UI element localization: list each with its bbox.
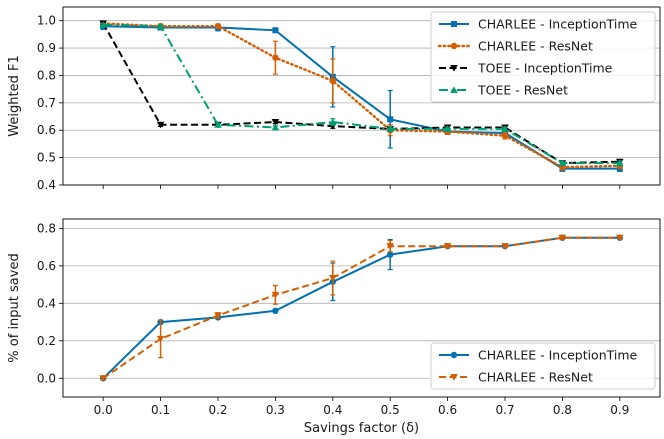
x-tick-label: 0.4	[323, 403, 342, 417]
x-tick-label: 0.3	[266, 403, 285, 417]
y-tick-label: 0.4	[37, 296, 56, 310]
data-point	[156, 22, 165, 30]
y-axis-label: % of input saved	[7, 253, 22, 362]
y-tick-label: 1.0	[37, 14, 56, 28]
data-point	[501, 125, 509, 132]
legend-entry: CHARLEE - InceptionTime	[439, 17, 638, 32]
data-point	[501, 243, 509, 250]
data-point	[272, 307, 279, 315]
legend-marker	[450, 374, 458, 381]
legend-label: CHARLEE - InceptionTime	[478, 348, 638, 363]
series-line	[102, 236, 620, 380]
legend-label: TOEE - InceptionTime	[477, 61, 613, 76]
legend-marker	[450, 86, 458, 93]
data-point	[156, 335, 165, 343]
legend-label: CHARLEE - ResNet	[478, 370, 593, 385]
y-tick-label: 0.6	[37, 259, 56, 273]
y-axis-label: Weighted F1	[7, 55, 22, 136]
legend: CHARLEE - InceptionTime CHARLEE - ResNet	[430, 342, 656, 390]
data-point	[558, 159, 567, 167]
legend-label: CHARLEE - InceptionTime	[478, 17, 638, 32]
data-point	[386, 243, 395, 250]
legend-marker	[450, 65, 458, 72]
series-line	[103, 23, 620, 165]
x-tick-label: 0.0	[94, 403, 113, 417]
data-point	[443, 125, 452, 132]
axes-frame	[62, 6, 661, 186]
data-point	[328, 275, 337, 282]
x-tick-label: 0.9	[610, 403, 629, 417]
data-point	[616, 234, 624, 242]
y-tick-label: 0.7	[37, 96, 56, 110]
legend-entry: CHARLEE - ResNet	[439, 370, 593, 385]
x-tick-label: 0.5	[381, 403, 400, 417]
data-point	[616, 159, 624, 167]
data-point	[387, 116, 394, 123]
data-point	[214, 22, 222, 30]
legend-label: CHARLEE - ResNet	[478, 39, 593, 54]
series-line	[102, 22, 621, 169]
data-point	[99, 21, 107, 28]
data-point	[558, 234, 567, 242]
x-tick-label: 0.1	[151, 403, 170, 417]
data-point	[272, 54, 279, 61]
y-tick-label: 0.5	[37, 151, 56, 165]
y-tick-label: 0.4	[37, 178, 56, 192]
data-point	[271, 119, 280, 126]
y-tick-label: 0.9	[37, 41, 56, 55]
legend-label: TOEE - ResNet	[477, 83, 568, 98]
legend-box	[430, 342, 656, 390]
data-point	[156, 121, 165, 129]
legend-box	[430, 11, 656, 103]
chart-panel-2: 0.0 0.2 0.4 0.6 0.8 0.0 0.1 0.2 0.3 0.4 0.5 0.6 0.7 0…	[7, 218, 661, 436]
legend-marker	[451, 21, 457, 27]
data-point	[501, 132, 509, 139]
legend: CHARLEE - InceptionTime CHARLEE - ResNet T…	[430, 11, 656, 103]
x-tick-label: 0.8	[553, 403, 572, 417]
y-tick-label: 0.6	[37, 123, 56, 137]
data-point	[271, 291, 280, 299]
data-point	[214, 312, 222, 320]
y-tick-label: 0.0	[37, 371, 56, 385]
series-4	[99, 21, 624, 167]
data-point	[271, 123, 280, 131]
x-tick-label: 0.6	[438, 403, 457, 417]
series-line	[102, 236, 620, 380]
chart-panel-1: 0.4 0.5 0.6 0.7 0.8 0.9 1.0 Weighted F1 CHARLEE …	[7, 6, 661, 192]
legend-entry: CHARLEE - InceptionTime	[439, 348, 638, 363]
data-point	[214, 121, 222, 128]
data-point	[386, 125, 395, 132]
legend-entry: CHARLEE - ResNet	[437, 39, 593, 54]
legend-entry: TOEE - InceptionTime	[439, 61, 613, 76]
axes-frame	[62, 218, 661, 398]
x-tick-label: 0.7	[495, 403, 514, 417]
legend-marker	[450, 351, 458, 359]
data-point	[272, 27, 279, 34]
legend-entry: TOEE - ResNet	[439, 83, 568, 98]
y-tick-label: 0.8	[37, 68, 56, 82]
data-point	[443, 243, 452, 250]
y-tick-label: 0.2	[37, 334, 56, 348]
data-point	[328, 118, 337, 126]
data-point	[99, 375, 107, 382]
x-tick-label: 0.2	[208, 403, 227, 417]
data-point	[329, 77, 336, 85]
x-axis-label: Savings factor (δ)	[304, 421, 419, 436]
series-2	[99, 234, 624, 382]
y-tick-label: 0.8	[37, 221, 56, 235]
data-point	[387, 251, 394, 258]
legend-marker	[450, 42, 458, 50]
